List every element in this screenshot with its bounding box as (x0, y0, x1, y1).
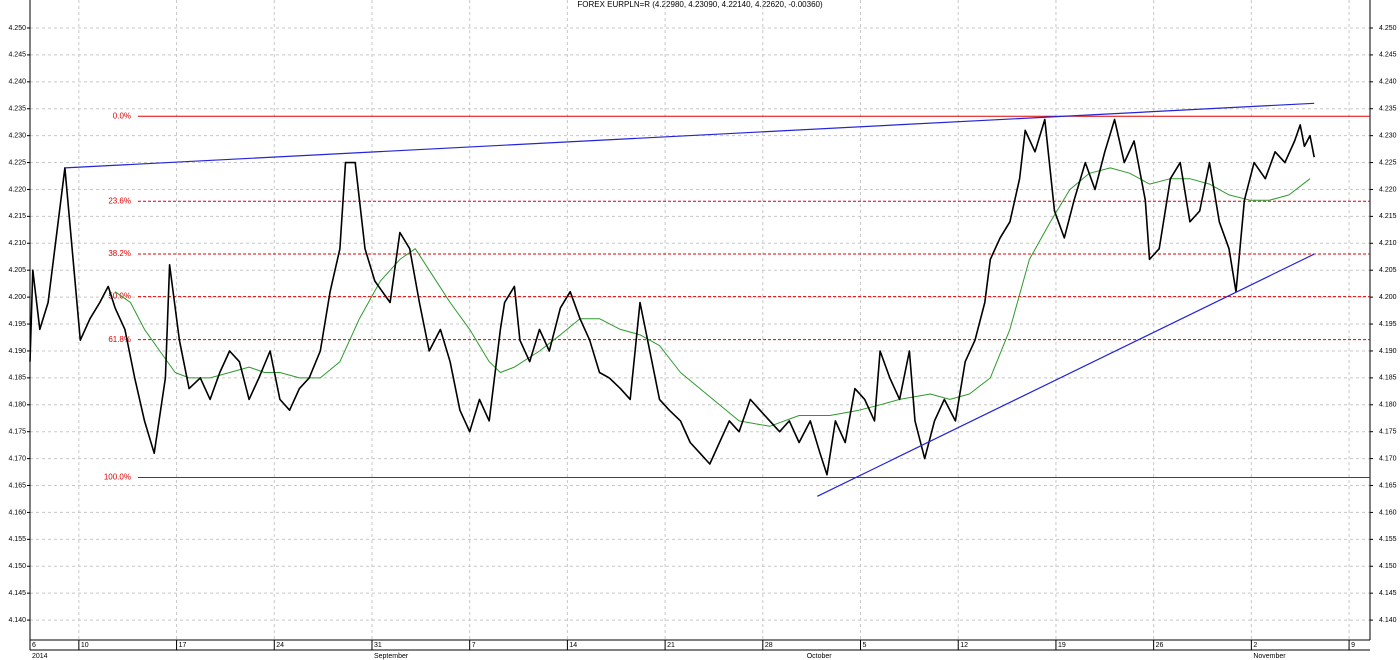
y-tick-label: 4.180 (1379, 402, 1397, 409)
y-tick-label: 4.210 (8, 240, 26, 247)
y-tick-label: 4.205 (1379, 267, 1397, 274)
y-tick-label: 4.150 (1379, 563, 1397, 570)
y-tick-label: 4.160 (8, 509, 26, 516)
month-label: November (1253, 653, 1286, 660)
y-tick-label: 4.225 (8, 159, 26, 166)
x-tick-label: 28 (765, 642, 773, 649)
y-tick-label: 4.140 (8, 617, 26, 624)
y-tick-label: 4.185 (8, 375, 26, 382)
y-tick-label: 4.250 (8, 25, 26, 32)
y-tick-label: 4.240 (1379, 79, 1397, 86)
y-tick-label: 4.220 (1379, 186, 1397, 193)
y-tick-label: 4.205 (8, 267, 26, 274)
y-tick-label: 4.175 (8, 429, 26, 436)
x-tick-label: 12 (960, 642, 968, 649)
fib-label: 100.0% (104, 473, 131, 482)
month-label: September (374, 653, 409, 660)
trendline (64, 102, 1315, 169)
y-tick-label: 4.160 (1379, 509, 1397, 516)
y-tick-label: 4.200 (1379, 294, 1397, 301)
fib-label: 23.6% (108, 196, 131, 205)
y-tick-label: 4.245 (8, 52, 26, 59)
y-tick-label: 4.180 (8, 402, 26, 409)
trendline (817, 253, 1315, 497)
x-tick-label: 31 (374, 642, 382, 649)
x-tick-label: 9 (1351, 642, 1355, 649)
y-tick-label: 4.230 (8, 132, 26, 139)
y-tick-label: 4.190 (8, 348, 26, 355)
month-label: October (807, 653, 833, 660)
y-tick-label: 4.155 (1379, 536, 1397, 543)
x-tick-label: 6 (32, 642, 36, 649)
y-tick-label: 4.220 (8, 186, 26, 193)
fib-label: 38.2% (108, 249, 131, 258)
y-tick-label: 4.190 (1379, 348, 1397, 355)
y-tick-label: 4.225 (1379, 159, 1397, 166)
y-tick-label: 4.235 (8, 106, 26, 113)
x-tick-label: 2 (1253, 642, 1257, 649)
y-tick-label: 4.215 (8, 213, 26, 220)
x-tick-label: 14 (569, 642, 577, 649)
y-tick-label: 4.185 (1379, 375, 1397, 382)
y-tick-label: 4.170 (1379, 455, 1397, 462)
x-tick-label: 10 (81, 642, 89, 649)
y-tick-label: 4.200 (8, 294, 26, 301)
y-tick-label: 4.195 (1379, 321, 1397, 328)
chart-title: FOREX EURPLN=R (4.22980, 4.23090, 4.2214… (577, 0, 823, 9)
y-tick-label: 4.245 (1379, 52, 1397, 59)
y-tick-label: 4.215 (1379, 213, 1397, 220)
fib-label: 61.8% (108, 335, 131, 344)
x-tick-label: 19 (1058, 642, 1066, 649)
y-tick-label: 4.170 (8, 455, 26, 462)
x-tick-label: 26 (1156, 642, 1164, 649)
y-tick-label: 4.240 (8, 79, 26, 86)
y-tick-label: 4.230 (1379, 132, 1397, 139)
x-tick-label: 5 (863, 642, 867, 649)
x-tick-label: 24 (276, 642, 284, 649)
moving-average (114, 167, 1311, 427)
y-tick-label: 4.175 (1379, 429, 1397, 436)
fib-label: 0.0% (113, 111, 131, 120)
y-tick-label: 4.155 (8, 536, 26, 543)
x-tick-label: 7 (472, 642, 476, 649)
y-tick-label: 4.165 (1379, 482, 1397, 489)
y-tick-label: 4.210 (1379, 240, 1397, 247)
y-tick-label: 4.145 (1379, 590, 1397, 597)
y-tick-label: 4.195 (8, 321, 26, 328)
y-tick-label: 4.250 (1379, 25, 1397, 32)
price-line (29, 118, 1315, 476)
y-tick-label: 4.235 (1379, 106, 1397, 113)
x-tick-label: 21 (667, 642, 675, 649)
y-tick-label: 4.150 (8, 563, 26, 570)
fib-label: 50.0% (108, 292, 131, 301)
x-tick-label: 17 (179, 642, 187, 649)
y-tick-label: 4.145 (8, 590, 26, 597)
y-tick-label: 4.165 (8, 482, 26, 489)
y-tick-label: 4.140 (1379, 617, 1397, 624)
month-label: 2014 (32, 653, 48, 660)
